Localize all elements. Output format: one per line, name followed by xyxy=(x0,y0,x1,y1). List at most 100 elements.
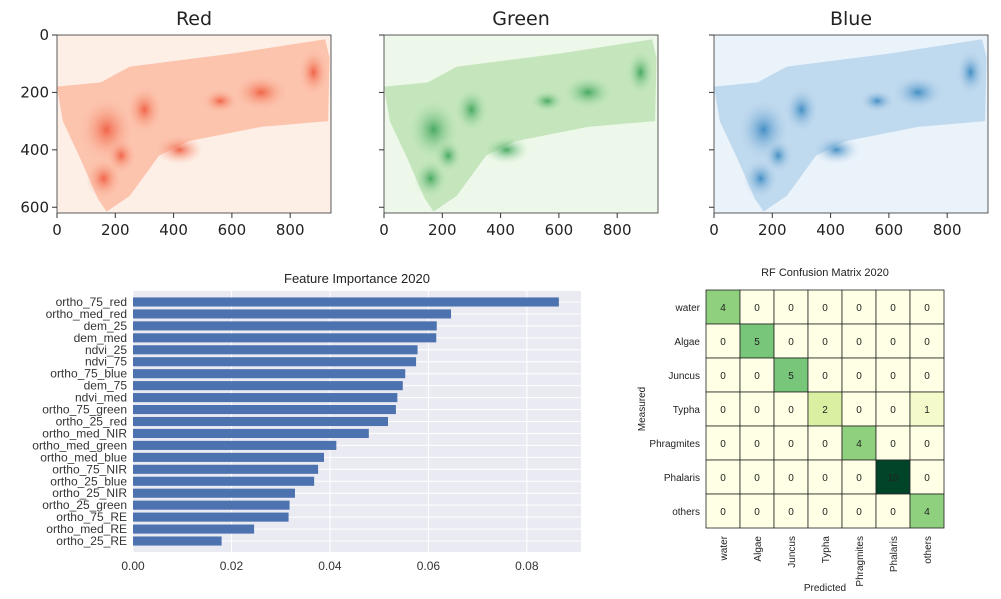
y-tick-label: dem_25 xyxy=(84,319,128,333)
y-tick-label: ndvi_25 xyxy=(85,343,127,357)
image-texture xyxy=(859,89,895,113)
cm-cell-value: 4 xyxy=(856,439,862,450)
cm-col-label: Juncus xyxy=(787,536,798,568)
cm-cell-value: 0 xyxy=(754,473,760,484)
cm-cell-value: 0 xyxy=(788,473,794,484)
y-tick-label: 200 xyxy=(20,83,49,101)
y-tick-label: ortho_25_blue xyxy=(50,474,127,488)
cm-cell-value: 0 xyxy=(890,303,896,314)
image-texture xyxy=(955,49,986,96)
cm-cell xyxy=(807,289,843,325)
y-tick-label: ndvi_med xyxy=(75,391,127,405)
cm-cell-value: 0 xyxy=(924,439,930,450)
cm-cell-value: 0 xyxy=(720,473,726,484)
cm-cell-value: 0 xyxy=(890,405,896,416)
cm-cell-value: 0 xyxy=(720,371,726,382)
bar-ortho_med_blue xyxy=(133,452,325,462)
x-tick-label: 400 xyxy=(816,221,845,239)
image-texture xyxy=(483,135,530,165)
y-tick-label: ortho_75_RE xyxy=(56,510,127,524)
x-tick-label: 0.04 xyxy=(318,559,342,573)
y-tick-label: ortho_med_green xyxy=(32,438,127,452)
x-tick-label: 800 xyxy=(933,221,962,239)
cm-cell-value: 1 xyxy=(924,405,930,416)
x-tick-label: 200 xyxy=(101,221,130,239)
cm-cell-value: 0 xyxy=(924,371,930,382)
bar-dem_med xyxy=(133,333,437,343)
cm-cell-value: 5 xyxy=(754,337,760,348)
cm-col-label: Algae xyxy=(753,536,764,562)
cm-row-label: water xyxy=(675,303,701,314)
y-tick-label: ortho_25_green xyxy=(42,498,127,512)
image-texture xyxy=(891,75,945,110)
y-tick-label: ortho_med_RE xyxy=(46,522,127,536)
cm-cell xyxy=(807,459,843,495)
x-tick-label: 0 xyxy=(52,221,62,239)
bar-ndvi_25 xyxy=(133,345,418,355)
x-tick-label: 0 xyxy=(379,221,389,239)
cm-cell-value: 5 xyxy=(788,371,794,382)
cm-cell xyxy=(875,357,911,393)
image-texture xyxy=(106,138,136,173)
cm-cell xyxy=(909,425,945,461)
cm-cell xyxy=(909,357,945,393)
image-texture xyxy=(813,135,860,165)
band-title: Blue xyxy=(830,8,872,30)
cm-cell-value: 0 xyxy=(754,405,760,416)
cm-cell-value: 0 xyxy=(924,337,930,348)
band-images: Red 0 200 400 600 800 0 200 400 600 Green 0 200 400 60… xyxy=(20,8,989,239)
cm-cell-value: 0 xyxy=(822,507,828,518)
cm-cell-value: 0 xyxy=(788,405,794,416)
cm-cell xyxy=(739,289,775,325)
band-panel-2: Green 0 200 400 600 800 xyxy=(379,8,659,239)
cm-cell xyxy=(841,425,877,461)
y-tick-label: ortho_75_green xyxy=(42,403,127,417)
cm-cell xyxy=(875,459,911,495)
bar-ortho_med_RE xyxy=(133,524,255,534)
cm-cell-value: 0 xyxy=(822,337,828,348)
cm-cell xyxy=(909,493,945,529)
image-texture xyxy=(561,75,615,110)
cm-col-label: Phragmites xyxy=(855,536,866,587)
bar-ortho_25_green xyxy=(133,500,290,510)
band-panel-3: Blue 0 200 400 600 800 xyxy=(709,8,989,239)
cm-cell-value: 0 xyxy=(822,439,828,450)
cm-cell xyxy=(773,323,809,359)
image-frame xyxy=(713,34,989,214)
y-tick-label: 0 xyxy=(39,26,49,44)
cm-cell-value: 0 xyxy=(788,439,794,450)
cm-cell xyxy=(807,357,843,393)
cm-row-label: Algae xyxy=(674,337,700,348)
cm-cell-value: 0 xyxy=(754,303,760,314)
cm-cell-value: 0 xyxy=(890,371,896,382)
cm-cell-value: 0 xyxy=(788,303,794,314)
cm-cell-value: 0 xyxy=(788,337,794,348)
cm-cell-value: 0 xyxy=(822,473,828,484)
cm-title: RF Confusion Matrix 2020 xyxy=(761,267,889,279)
cm-cell-value: 0 xyxy=(720,405,726,416)
bar-ortho_75_RE xyxy=(133,512,289,522)
cm-cell-value: 0 xyxy=(720,439,726,450)
image-texture xyxy=(529,89,565,113)
bar-ortho_25_red xyxy=(133,416,389,427)
bar-ortho_75_blue xyxy=(133,369,406,379)
cm-cell xyxy=(705,289,741,325)
cm-cell-value: 0 xyxy=(720,507,726,518)
bar-dem_25 xyxy=(133,321,437,331)
cm-cell xyxy=(705,357,741,393)
cm-cell-value: 0 xyxy=(822,303,828,314)
y-tick-label: dem_75 xyxy=(84,379,128,393)
band-title: Green xyxy=(492,8,550,30)
cm-cell-value: 0 xyxy=(754,507,760,518)
x-tick-label: 200 xyxy=(428,221,457,239)
x-tick-label: 0 xyxy=(709,221,719,239)
x-tick-label: 600 xyxy=(218,221,247,239)
band-title: Red xyxy=(176,8,212,30)
x-tick-label: 600 xyxy=(875,221,904,239)
image-texture xyxy=(763,138,793,173)
y-tick-label: ortho_med_NIR xyxy=(42,426,127,440)
cm-cell-value: 0 xyxy=(754,371,760,382)
image-texture xyxy=(234,75,288,110)
cm-cell-value: 0 xyxy=(890,337,896,348)
